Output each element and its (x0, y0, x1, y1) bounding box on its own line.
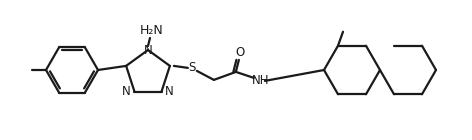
Text: N: N (122, 85, 131, 98)
Text: N: N (143, 44, 152, 57)
Text: NH: NH (252, 74, 270, 87)
Text: H₂N: H₂N (140, 24, 164, 37)
Text: N: N (165, 85, 174, 98)
Text: O: O (235, 46, 244, 59)
Text: S: S (188, 61, 195, 74)
